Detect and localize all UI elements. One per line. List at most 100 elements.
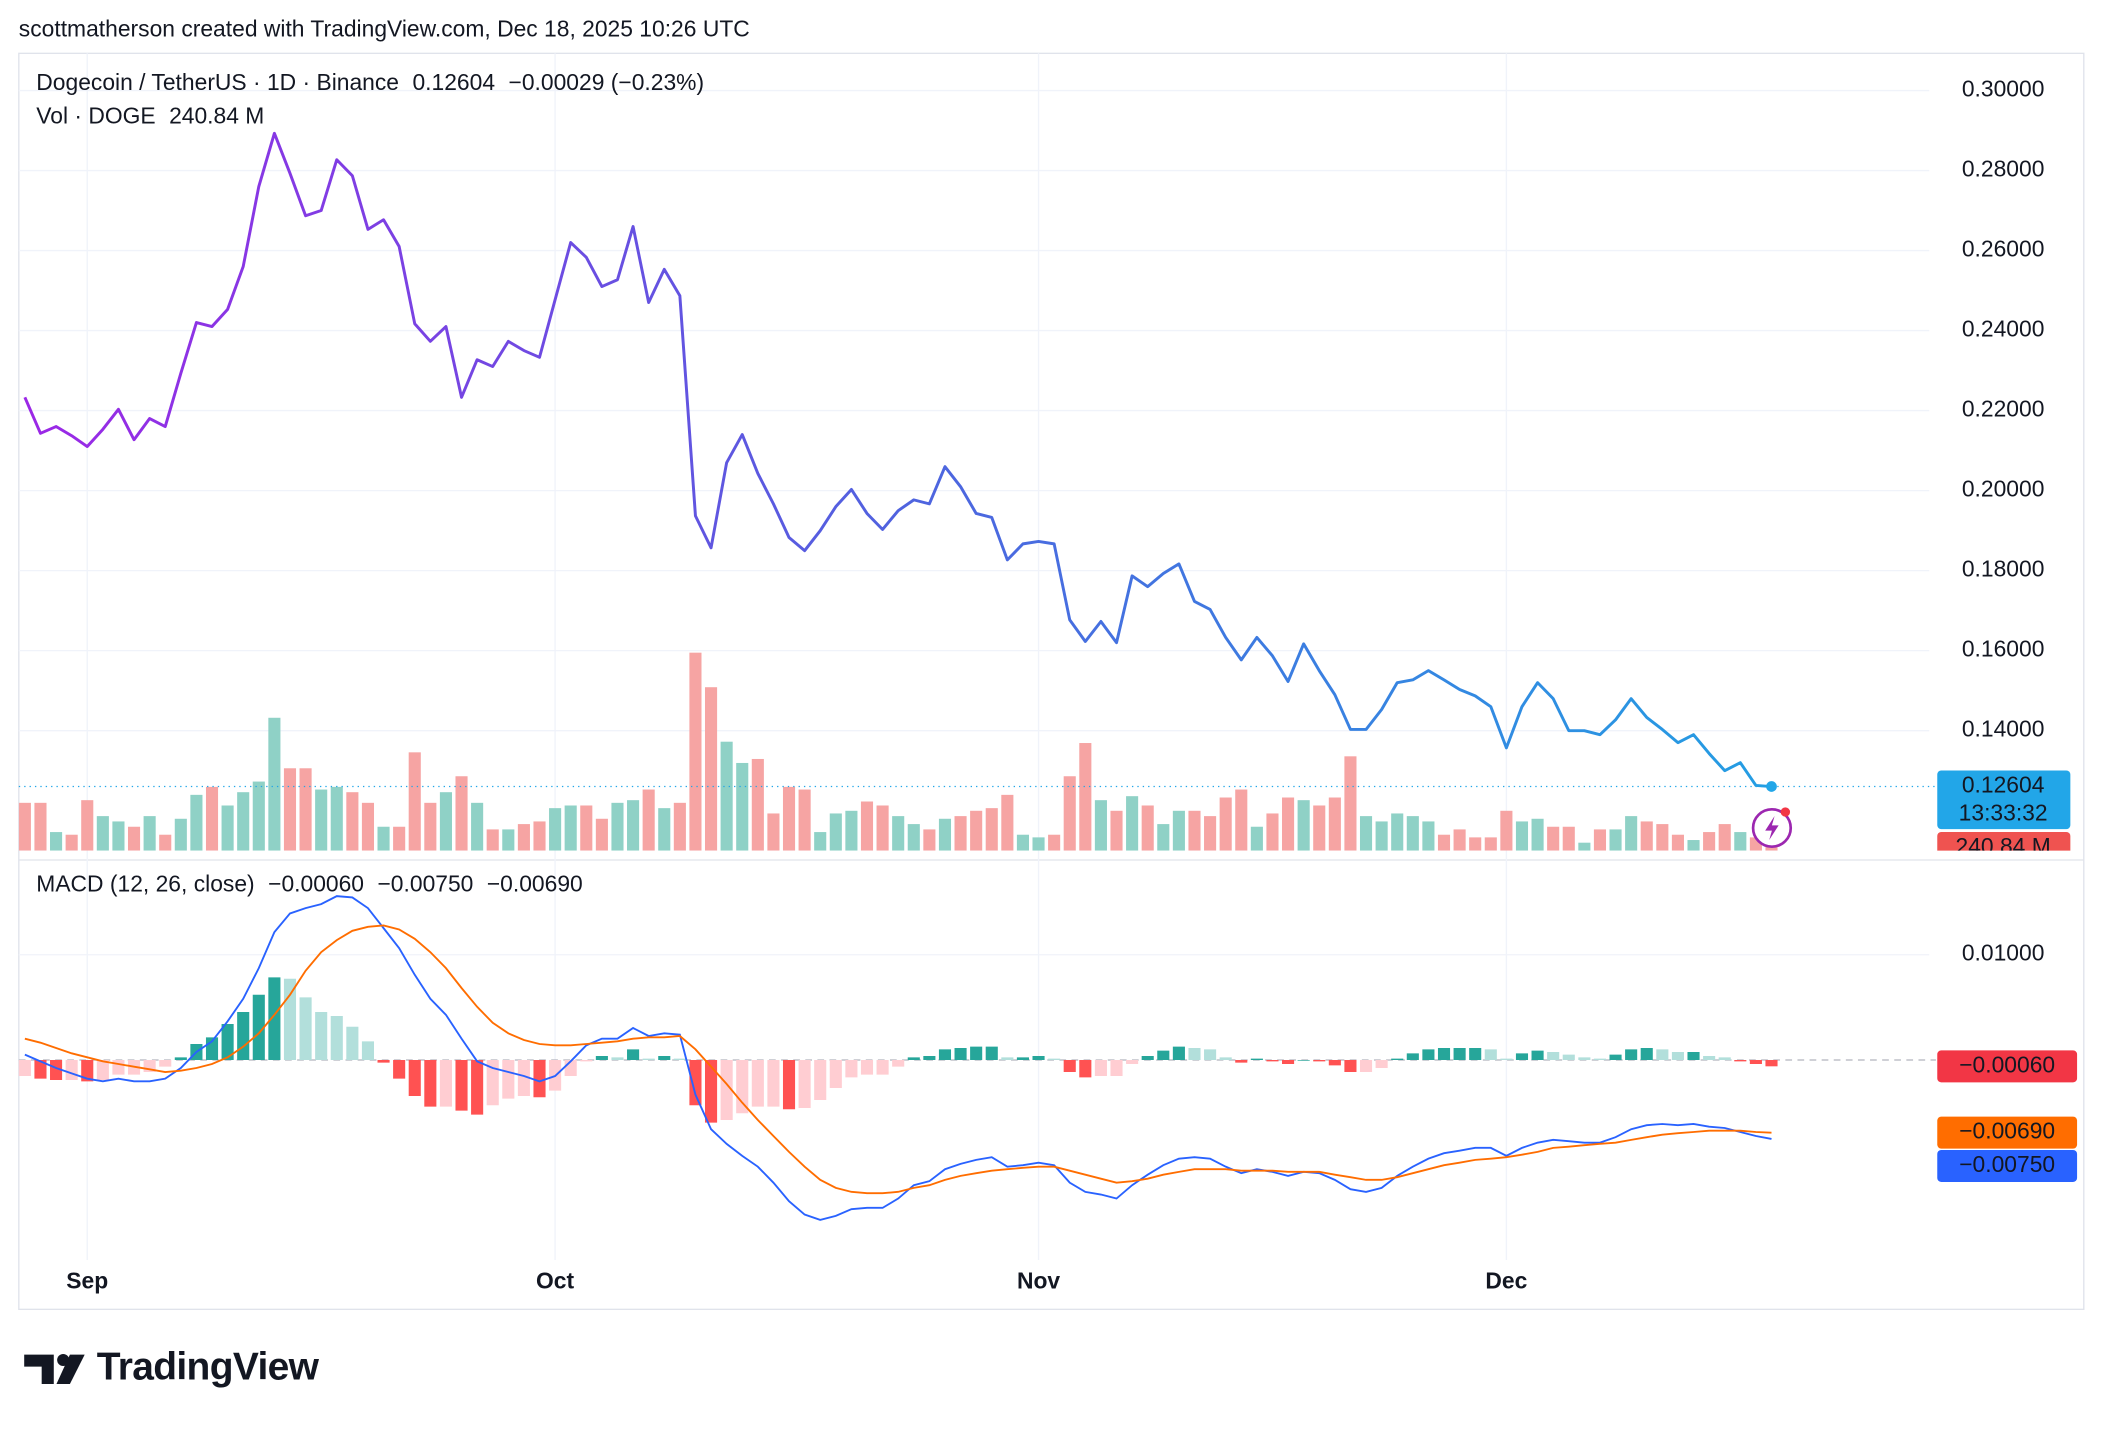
histogram-bar [112, 1060, 125, 1075]
logo: TradingView [24, 1346, 320, 1389]
volume-bar [65, 834, 78, 851]
price-badge [1937, 770, 2071, 830]
histogram-bar [361, 1041, 375, 1060]
price-line [23, 131, 1772, 788]
histogram-bar [673, 1058, 686, 1060]
volume-bar [393, 826, 406, 851]
histogram-bar [611, 1057, 624, 1060]
volume-bar [782, 786, 796, 851]
histogram-bar [533, 1060, 546, 1098]
volume-bar [1032, 837, 1045, 851]
volume-bar [1172, 810, 1185, 851]
x-tick-label: Nov [1017, 1268, 1061, 1294]
volume-bar [1110, 810, 1123, 851]
volume-bar [1515, 821, 1529, 851]
histogram-bar [1500, 1058, 1513, 1060]
histogram-bar [1126, 1060, 1139, 1064]
volume-bar [1313, 805, 1326, 851]
volume-bar [439, 792, 452, 851]
histogram-bar [767, 1060, 780, 1107]
volume-bar [642, 789, 655, 851]
histogram-bar [1250, 1058, 1263, 1060]
logo-mark [24, 1354, 54, 1384]
histogram-bar [1749, 1060, 1762, 1064]
volume-bar [704, 687, 718, 851]
histogram-bar [1235, 1060, 1248, 1063]
histogram-bar [408, 1060, 421, 1096]
volume-bar [1671, 834, 1684, 851]
volume-bar [517, 824, 530, 851]
histogram-bar [1110, 1060, 1123, 1076]
histogram-bar [658, 1056, 671, 1060]
volume-bar [1094, 800, 1107, 851]
legend: Dogecoin / TetherUS · 1D · Binance 0.1260… [36, 69, 704, 896]
histogram-bar [798, 1060, 811, 1108]
volume-bar [907, 824, 920, 851]
histogram-bar [1453, 1048, 1466, 1060]
volume-bar [923, 829, 936, 851]
volume-bar [1375, 821, 1388, 851]
volume-bar [1640, 821, 1653, 851]
volume-bar [1593, 829, 1607, 851]
volume-bar [1016, 834, 1029, 851]
y-tick-label: 0.14000 [1962, 716, 2045, 742]
histogram-bar [1562, 1054, 1575, 1060]
volume-bar [18, 802, 31, 851]
volume-bar [1126, 796, 1139, 851]
volume-bar [1609, 829, 1622, 851]
volume-bar [1625, 816, 1638, 851]
volume-bar [1219, 797, 1232, 851]
volume-bar [1562, 826, 1575, 851]
macd-legend-value: −0.00690 [487, 870, 583, 896]
volume-bar [673, 802, 686, 851]
macd-badge-value: −0.00060 [1959, 1051, 2055, 1077]
volume-bar [361, 802, 375, 851]
volume-bar [221, 805, 234, 851]
volume-bar [1547, 826, 1560, 851]
volume-bar [127, 826, 141, 851]
volume-bar [1157, 824, 1170, 851]
volume-bar [1282, 797, 1295, 851]
histogram-bar [580, 1060, 593, 1062]
macd-pane [18, 895, 1936, 1221]
volume-bar [595, 818, 608, 851]
volume-bar [1250, 826, 1263, 851]
histogram-bar [393, 1060, 406, 1079]
histogram-bar [1032, 1056, 1045, 1060]
volume-bar [1204, 816, 1217, 851]
histogram-bar [907, 1057, 920, 1060]
y-tick-label: 0.01000 [1962, 940, 2045, 966]
volume-bar [252, 781, 265, 851]
volume-bar [689, 652, 702, 851]
volume-bar [970, 810, 983, 851]
histogram-bar [1578, 1057, 1591, 1060]
histogram-bar [845, 1060, 858, 1078]
histogram-bar [1671, 1052, 1684, 1060]
histogram-bar [1219, 1057, 1232, 1060]
histogram-bar [1188, 1048, 1201, 1060]
histogram-bar [1328, 1060, 1341, 1066]
countdown: 13:33:32 [1959, 800, 2048, 826]
histogram-bar [627, 1049, 640, 1060]
volume-bar [736, 762, 749, 851]
histogram-bar [502, 1060, 515, 1099]
histogram-bar [1609, 1054, 1622, 1060]
macd-legend-value: −0.00750 [377, 870, 473, 896]
histogram-bar [1437, 1048, 1451, 1060]
histogram-bar [892, 1060, 905, 1067]
alert-dot [1780, 807, 1791, 817]
volume-bar [1578, 842, 1591, 851]
volume-bar [1001, 794, 1014, 851]
volume-bar [1406, 816, 1419, 851]
volume-bar [1048, 834, 1061, 851]
volume-bar [767, 813, 780, 851]
volume-bar [268, 717, 281, 851]
volume-bar [580, 805, 593, 851]
volume-bar [611, 802, 624, 851]
histogram-bar [1547, 1052, 1560, 1060]
volume-bar [1297, 800, 1310, 851]
volume-pane: 240.84 M [18, 652, 2071, 851]
histogram-bar [1703, 1056, 1716, 1060]
histogram-bar [65, 1060, 78, 1080]
